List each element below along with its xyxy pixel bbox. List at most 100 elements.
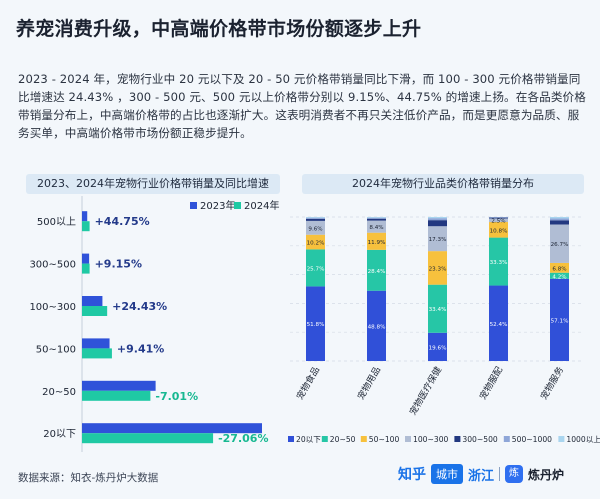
segment-value: 10.8% bbox=[490, 228, 508, 234]
segment-500~1000 bbox=[428, 218, 447, 221]
segment-value: 9.6% bbox=[308, 226, 322, 232]
segment-100~300 bbox=[550, 224, 569, 263]
right-chart-title: 2024年宠物行业品类价格带销量分布 bbox=[302, 174, 584, 194]
segment-value: 11.9% bbox=[368, 240, 386, 246]
category-label: 宠物医疗保健 bbox=[407, 365, 444, 418]
legend-label: 20以下 bbox=[296, 435, 321, 444]
segment-value: 8.4% bbox=[369, 225, 383, 231]
segment-500~1000 bbox=[306, 217, 325, 219]
segment-50~100 bbox=[428, 251, 447, 285]
category-label: 20~50 bbox=[42, 387, 76, 398]
segment-value: 51.8% bbox=[307, 322, 325, 328]
watermark-divider bbox=[499, 467, 501, 481]
watermark: 知乎 城市 浙江 炼 炼丹炉 bbox=[398, 462, 564, 486]
bar-2023 bbox=[82, 423, 262, 434]
zhihu-logo: 知乎 bbox=[398, 467, 426, 483]
legend-swatch bbox=[558, 436, 565, 442]
legend-label: 2024年 bbox=[244, 199, 279, 212]
segment-20以下 bbox=[550, 278, 569, 361]
segment-value: 52.4% bbox=[490, 322, 508, 328]
legend-label: 20~50 bbox=[330, 435, 356, 444]
legend-swatch bbox=[454, 436, 461, 442]
segment-value: 19.6% bbox=[429, 345, 447, 351]
legend-swatch bbox=[234, 202, 241, 209]
legend-swatch bbox=[190, 202, 197, 209]
category-label: 300~500 bbox=[29, 260, 76, 271]
segment-20以下 bbox=[428, 332, 447, 361]
legend-swatch bbox=[503, 436, 510, 442]
brand-name: 炼丹炉 bbox=[528, 467, 565, 482]
category-label: 宠物食品 bbox=[294, 365, 322, 402]
category-label: 50~100 bbox=[36, 344, 76, 355]
segment-value: 28.4% bbox=[368, 269, 386, 275]
segment-300~500 bbox=[367, 218, 386, 221]
segment-500~1000 bbox=[367, 217, 386, 219]
bar-2023 bbox=[82, 211, 88, 222]
data-source: 数据来源：知衣-炼丹炉大数据 bbox=[18, 472, 159, 484]
segment-20以下 bbox=[489, 285, 508, 361]
segment-value: 25.7% bbox=[307, 266, 325, 272]
segment-1000以上 bbox=[550, 217, 569, 219]
legend-swatch bbox=[405, 436, 411, 442]
category-label: 宠物服务 bbox=[538, 365, 566, 402]
segment-value: 48.8% bbox=[368, 324, 386, 330]
category-label: 500以上 bbox=[37, 216, 76, 228]
growth-label: -7.01% bbox=[155, 390, 198, 403]
segment-20~50 bbox=[367, 249, 386, 291]
legend-label: 100~300 bbox=[413, 435, 449, 444]
bar-2023 bbox=[82, 253, 90, 264]
legend-label: 500~1000 bbox=[512, 435, 552, 444]
segment-500~1000 bbox=[550, 218, 569, 221]
segment-50~100 bbox=[306, 234, 325, 250]
brand-icon: 炼 bbox=[505, 465, 524, 483]
segment-value: 10.2% bbox=[307, 241, 325, 247]
segment-value: 23.3% bbox=[429, 266, 447, 272]
legend: 2023年 2024年 bbox=[190, 199, 279, 212]
segment-300~500 bbox=[550, 220, 569, 225]
bar-2023 bbox=[82, 296, 103, 306]
segment-300~500 bbox=[306, 218, 325, 221]
segment-value: 26.7% bbox=[551, 242, 569, 248]
price-band-growth-chart: 2023年 2024年 500以上 +44.75% 300~500 +9.15% 100~3… bbox=[29, 196, 279, 452]
segment-value: 4.2% bbox=[552, 274, 566, 280]
category-distribution-chart: 51.8% 25.7% 10.2% 9.6% 宠物食品 48.8% 28.4% 11.9% 8.… bbox=[288, 216, 600, 444]
bar-2024 bbox=[82, 348, 112, 359]
segment-300~500 bbox=[428, 220, 447, 227]
category-label: 20以下 bbox=[43, 429, 76, 440]
legend-label: 300~500 bbox=[462, 435, 498, 444]
bar-2024 bbox=[82, 433, 214, 444]
city-badge: 城市 bbox=[431, 464, 463, 484]
segment-50~100 bbox=[550, 262, 569, 273]
category-label: 宠物服配 bbox=[477, 365, 505, 402]
segment-100~300 bbox=[428, 226, 447, 252]
segment-value: 2.5% bbox=[491, 219, 505, 225]
segment-1000以上 bbox=[306, 217, 325, 218]
category-label: 宠物用品 bbox=[355, 365, 383, 402]
legend-swatch bbox=[321, 436, 328, 442]
growth-label: +9.15% bbox=[95, 258, 142, 271]
left-chart-title: 2023、2024年宠物行业价格带销量及同比增速 bbox=[26, 174, 280, 194]
segment-value: 33.3% bbox=[490, 260, 508, 266]
legend-label: 1000以上 bbox=[566, 435, 600, 444]
segment-20~50 bbox=[306, 249, 325, 287]
segment-20~50 bbox=[489, 237, 508, 286]
segment-20以下 bbox=[367, 290, 386, 361]
growth-label: -27.06% bbox=[218, 432, 268, 445]
segment-20以下 bbox=[306, 286, 325, 361]
segment-20~50 bbox=[428, 284, 447, 333]
legend-label: 2023年 bbox=[200, 199, 235, 212]
category-label: 100~300 bbox=[29, 302, 76, 313]
zhejiang-label: 浙江 bbox=[468, 468, 495, 484]
bar-2024 bbox=[82, 390, 151, 401]
legend-swatch bbox=[288, 436, 294, 442]
segment-value: 57.1% bbox=[551, 318, 569, 324]
segment-100~300 bbox=[489, 218, 508, 223]
bar-2024 bbox=[82, 306, 108, 316]
growth-label: +44.75% bbox=[95, 215, 150, 228]
segment-20~50 bbox=[550, 272, 569, 279]
segment-100~300 bbox=[367, 220, 386, 233]
bar-2023 bbox=[82, 338, 110, 349]
legend-swatch bbox=[360, 436, 367, 442]
bar-2023 bbox=[82, 380, 156, 391]
growth-label: +24.43% bbox=[112, 300, 167, 313]
